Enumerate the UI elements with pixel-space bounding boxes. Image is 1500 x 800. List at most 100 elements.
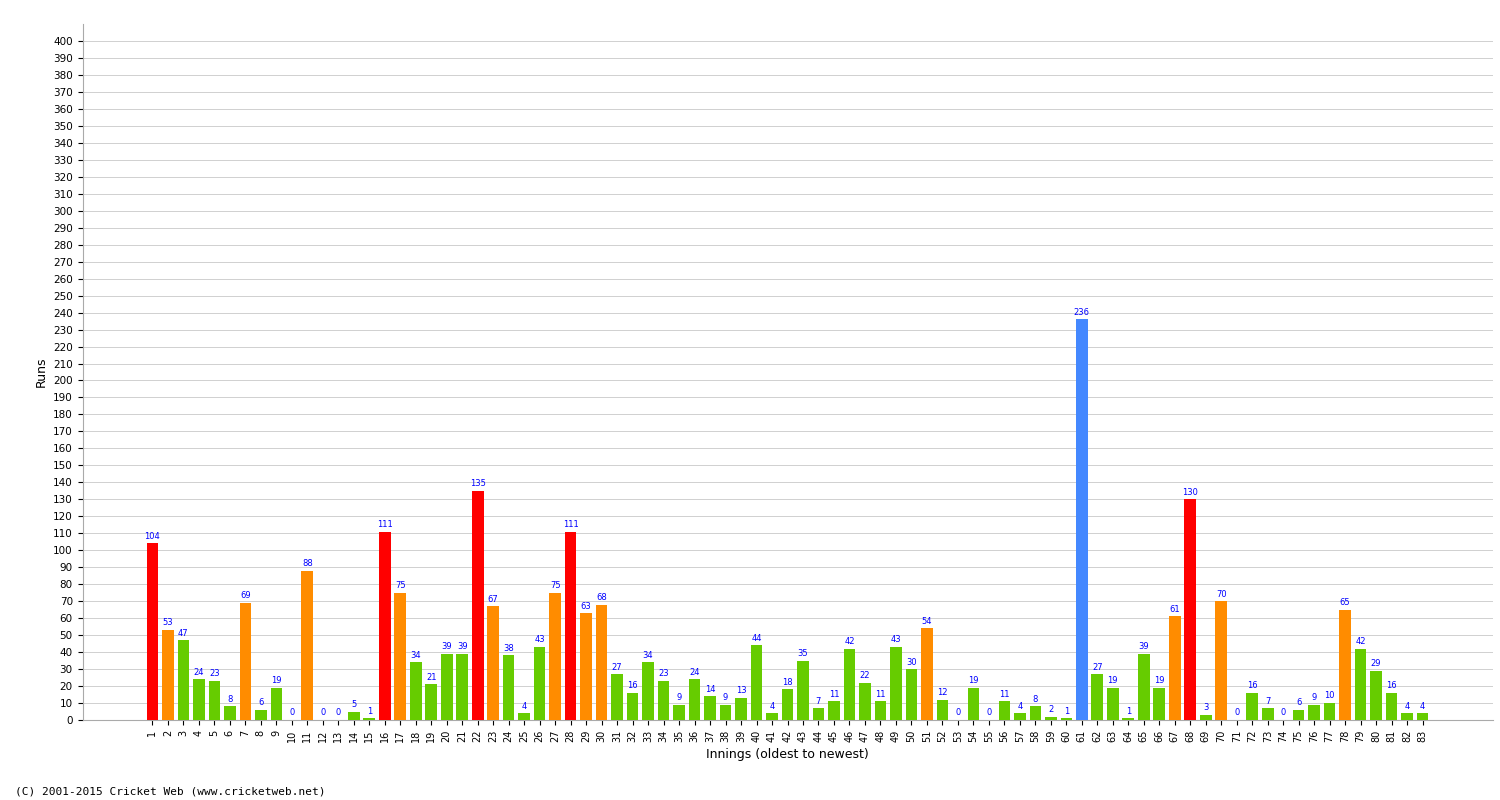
Bar <box>410 662 422 720</box>
Text: 4: 4 <box>1017 702 1023 710</box>
Bar <box>302 570 313 720</box>
Bar <box>488 606 500 720</box>
Bar <box>642 662 654 720</box>
Bar <box>890 647 902 720</box>
Bar <box>1200 715 1212 720</box>
Text: 10: 10 <box>1324 691 1335 701</box>
Text: 16: 16 <box>627 682 638 690</box>
Bar <box>999 702 1010 720</box>
Text: 47: 47 <box>178 629 189 638</box>
Bar <box>1293 710 1305 720</box>
Bar <box>348 711 360 720</box>
Text: 1: 1 <box>1125 706 1131 716</box>
Text: (C) 2001-2015 Cricket Web (www.cricketweb.net): (C) 2001-2015 Cricket Web (www.cricketwe… <box>15 786 326 796</box>
Bar <box>936 700 948 720</box>
Bar <box>1340 610 1352 720</box>
Text: 39: 39 <box>441 642 452 651</box>
Text: 24: 24 <box>690 668 700 677</box>
Text: 53: 53 <box>162 618 172 627</box>
Text: 23: 23 <box>209 670 219 678</box>
Bar <box>1262 708 1274 720</box>
Text: 0: 0 <box>290 709 294 718</box>
Bar <box>1354 649 1366 720</box>
Bar <box>1185 499 1196 720</box>
Bar <box>519 714 530 720</box>
Bar <box>1138 654 1149 720</box>
Bar <box>363 718 375 720</box>
Text: 9: 9 <box>676 693 681 702</box>
Text: 44: 44 <box>752 634 762 642</box>
Bar <box>1401 714 1413 720</box>
Text: 75: 75 <box>550 581 561 590</box>
Text: 9: 9 <box>723 693 728 702</box>
Text: 135: 135 <box>470 479 486 488</box>
Bar <box>549 593 561 720</box>
Text: 0: 0 <box>1234 709 1239 718</box>
Text: 0: 0 <box>986 709 992 718</box>
Text: 111: 111 <box>376 520 393 529</box>
Bar <box>194 679 204 720</box>
Bar <box>580 613 592 720</box>
Bar <box>1092 674 1102 720</box>
Text: 12: 12 <box>938 688 948 697</box>
Bar <box>968 688 980 720</box>
Text: 11: 11 <box>828 690 839 698</box>
Bar <box>1122 718 1134 720</box>
Text: 19: 19 <box>272 676 282 685</box>
Text: 69: 69 <box>240 591 250 600</box>
Text: 0: 0 <box>336 709 340 718</box>
Bar <box>906 669 916 720</box>
Text: 4: 4 <box>1420 702 1425 710</box>
Bar <box>874 702 886 720</box>
Y-axis label: Runs: Runs <box>34 357 48 387</box>
Bar <box>782 690 794 720</box>
Bar <box>921 628 933 720</box>
Bar <box>240 603 250 720</box>
Text: 6: 6 <box>1296 698 1302 707</box>
Bar <box>766 714 778 720</box>
Text: 43: 43 <box>891 635 902 645</box>
Bar <box>1107 688 1119 720</box>
Text: 4: 4 <box>1404 702 1410 710</box>
Bar <box>394 593 406 720</box>
Text: 22: 22 <box>859 671 870 680</box>
Text: 4: 4 <box>770 702 774 710</box>
Bar <box>209 681 220 720</box>
Text: 54: 54 <box>921 617 932 626</box>
Bar <box>177 640 189 720</box>
Text: 0: 0 <box>1281 709 1286 718</box>
Bar <box>456 654 468 720</box>
Bar <box>1014 714 1026 720</box>
Bar <box>1418 714 1428 720</box>
X-axis label: Innings (oldest to newest): Innings (oldest to newest) <box>706 748 868 761</box>
Text: 1: 1 <box>366 706 372 716</box>
Bar <box>813 708 825 720</box>
Text: 16: 16 <box>1246 682 1257 690</box>
Text: 34: 34 <box>644 650 654 660</box>
Text: 1: 1 <box>1064 706 1070 716</box>
Bar <box>1046 717 1056 720</box>
Text: 16: 16 <box>1386 682 1396 690</box>
Text: 4: 4 <box>522 702 526 710</box>
Bar <box>596 605 608 720</box>
Text: 27: 27 <box>612 662 622 672</box>
Text: 11: 11 <box>999 690 1010 698</box>
Text: 63: 63 <box>580 602 591 610</box>
Bar <box>380 531 390 720</box>
Text: 24: 24 <box>194 668 204 677</box>
Bar <box>1076 319 1088 720</box>
Bar <box>843 649 855 720</box>
Bar <box>1060 718 1072 720</box>
Bar <box>1215 601 1227 720</box>
Text: 19: 19 <box>1107 676 1118 685</box>
Text: 111: 111 <box>562 520 579 529</box>
Text: 35: 35 <box>798 649 808 658</box>
Text: 9: 9 <box>1311 693 1317 702</box>
Bar <box>224 706 236 720</box>
Bar <box>566 531 576 720</box>
Text: 11: 11 <box>874 690 885 698</box>
Text: 70: 70 <box>1216 590 1227 598</box>
Bar <box>534 647 546 720</box>
Text: 8: 8 <box>226 695 232 704</box>
Bar <box>1168 617 1180 720</box>
